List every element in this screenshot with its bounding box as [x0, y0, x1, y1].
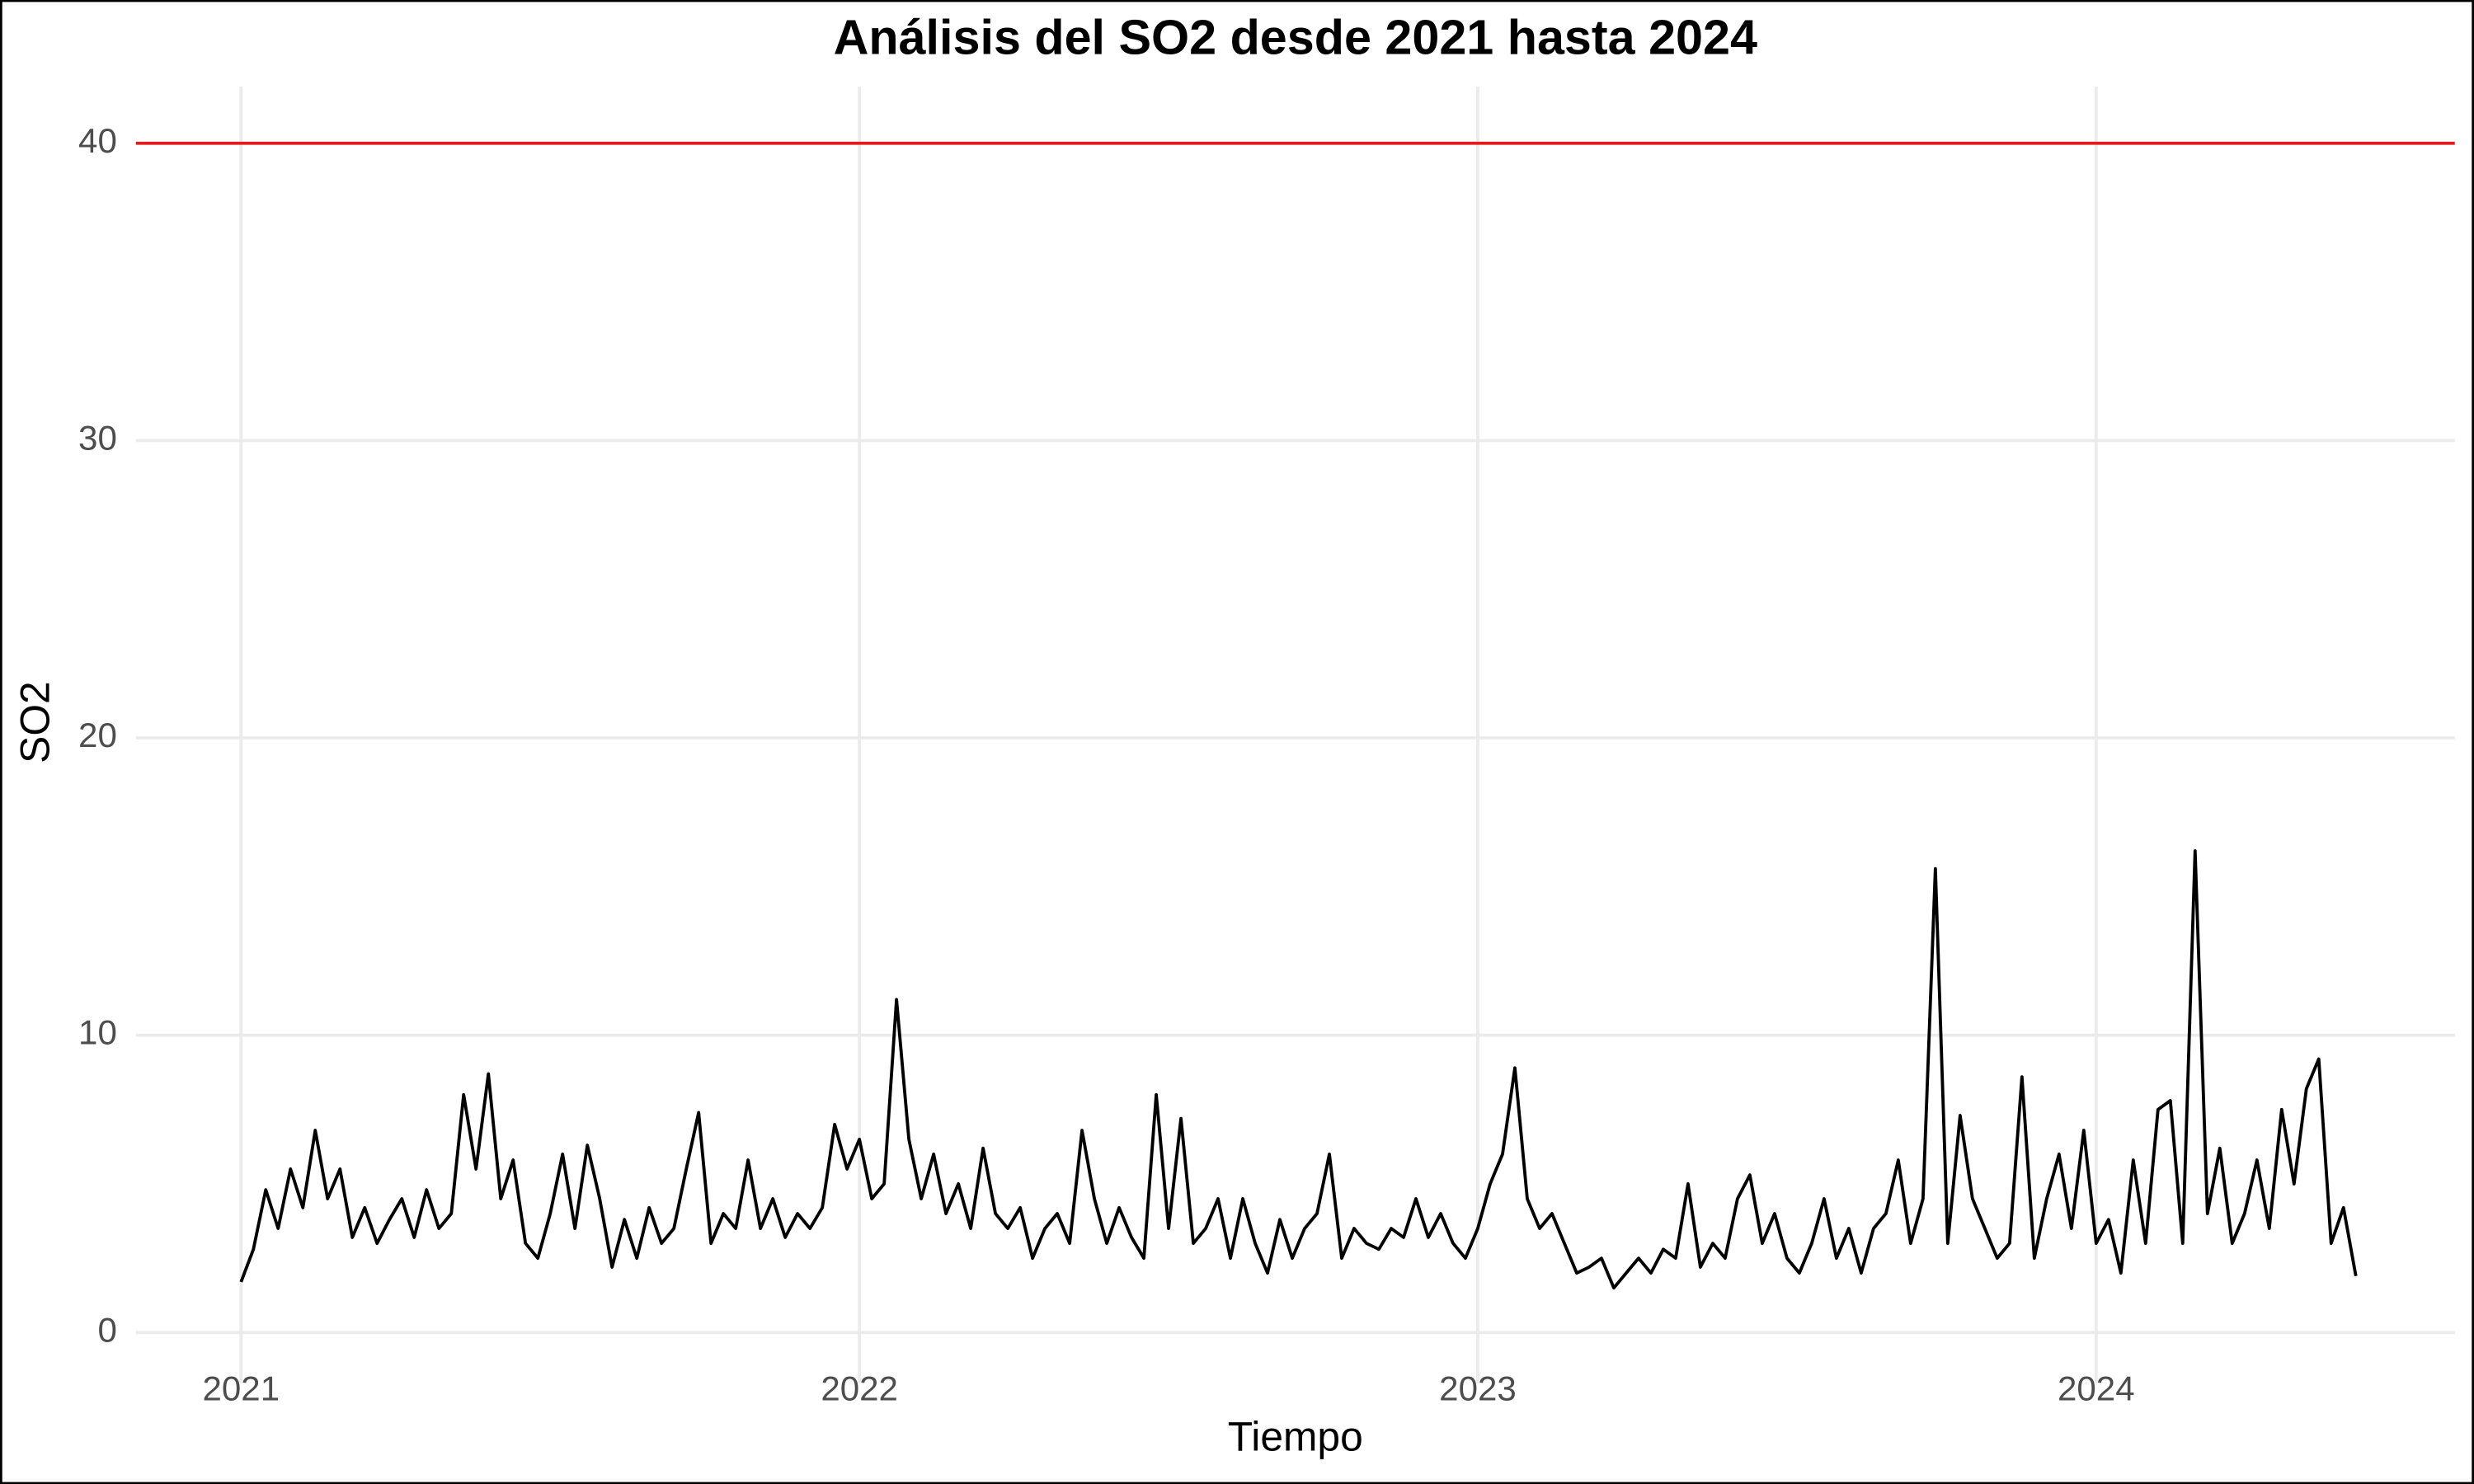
data-line	[239, 849, 2358, 1290]
y-tick-label: 30	[78, 418, 117, 457]
y-tick-label: 20	[78, 716, 117, 754]
marks-group	[135, 141, 2455, 1290]
chart-title: Análisis del SO2 desde 2021 hasta 2024	[834, 9, 1757, 64]
x-tick-label: 2022	[821, 1369, 898, 1407]
x-tick-label: 2021	[202, 1369, 280, 1407]
y-tick-label: 40	[78, 121, 117, 160]
y-tick-label: 10	[78, 1013, 117, 1052]
y-tick-label: 0	[97, 1310, 116, 1349]
x-tick-label: 2024	[2058, 1369, 2135, 1407]
x-tick-label: 2023	[1439, 1369, 1517, 1407]
y-axis-title: SO2	[12, 681, 58, 763]
x-axis-title: Tiempo	[1228, 1414, 1363, 1460]
